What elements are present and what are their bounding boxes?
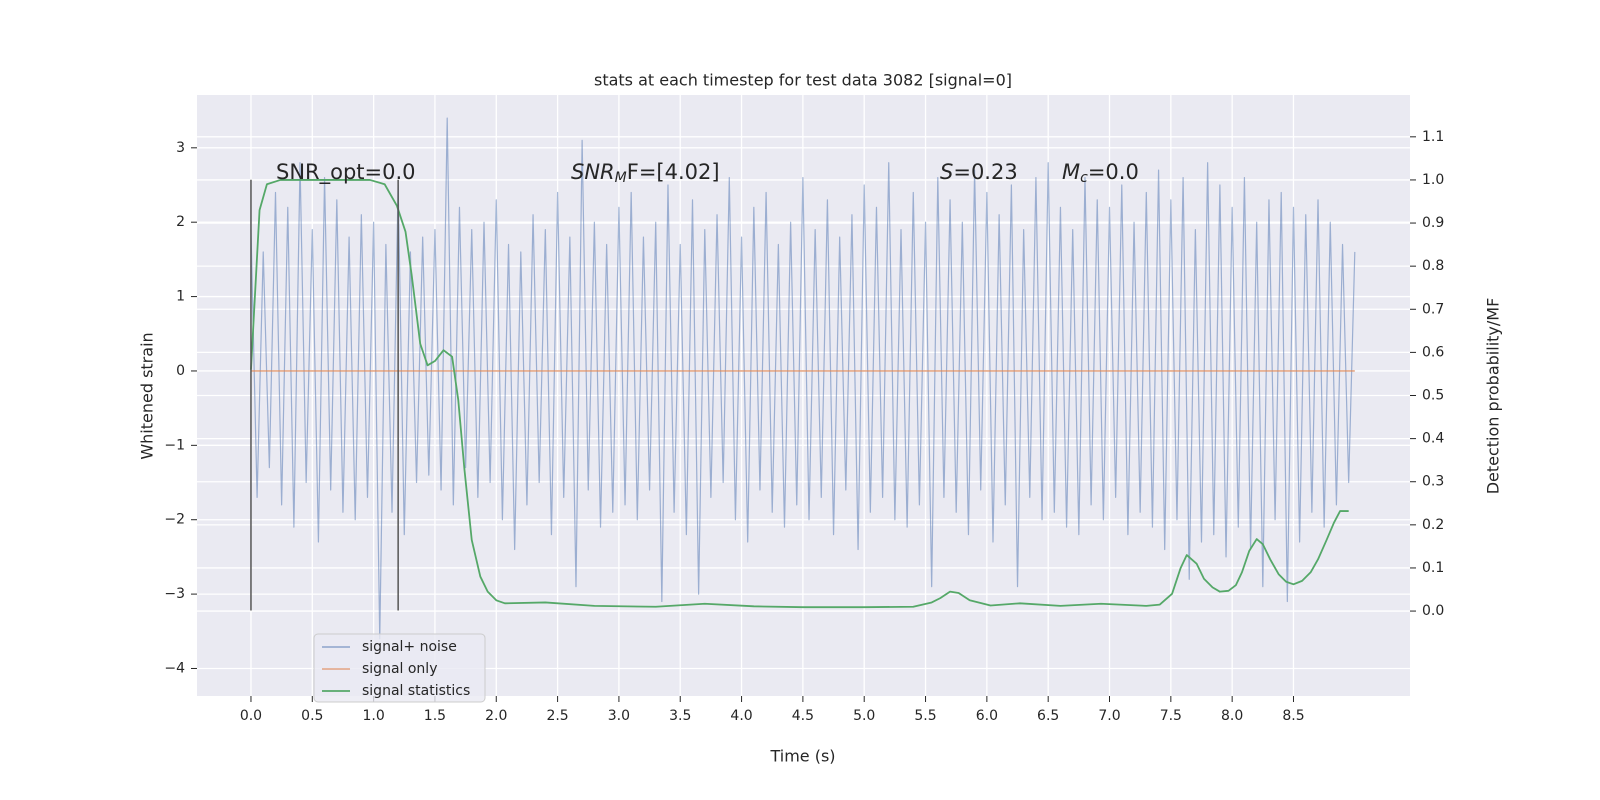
x-tick-label: 2.0 <box>485 708 507 724</box>
y2-tick-label: 0.2 <box>1422 517 1444 533</box>
x-tick-label: 6.5 <box>1037 708 1059 724</box>
y-tick-label: 1 <box>176 289 185 305</box>
y-tick-label: −3 <box>164 586 185 602</box>
y2-tick-label: 1.1 <box>1422 129 1444 145</box>
y2-tick-label: 0.8 <box>1422 258 1444 274</box>
x-tick-label: 5.5 <box>914 708 936 724</box>
annotation-part: =0.0 <box>1088 160 1139 184</box>
x-tick-label: 8.0 <box>1221 708 1243 724</box>
y2-tick-label: 0.0 <box>1422 603 1444 619</box>
y2-tick-label: 0.3 <box>1422 474 1444 490</box>
annotation-part: M <box>615 170 627 186</box>
series-line <box>250 117 1356 640</box>
y-axis-label: Whitened strain <box>138 332 157 459</box>
x-tick-label: 6.0 <box>976 708 998 724</box>
y2-tick-label: 0.1 <box>1422 560 1444 576</box>
y2-tick-label: 1.0 <box>1422 172 1444 188</box>
y-tick-label: −2 <box>164 512 185 528</box>
annotation-part: F=[4.02] <box>627 160 720 184</box>
annotation-part: SNR <box>571 160 615 184</box>
legend-label: signal only <box>362 661 437 677</box>
legend-box <box>313 633 486 703</box>
chart-title: stats at each timestep for test data 308… <box>594 71 1012 90</box>
annotation-part: c <box>1080 170 1088 186</box>
annotation: SNR_opt=0.0 <box>276 160 416 185</box>
x-tick-label: 4.0 <box>730 708 752 724</box>
x-axis-label: Time (s) <box>769 747 835 766</box>
annotation: SNRMF=[4.02] <box>571 160 720 186</box>
x-tick-label: 4.5 <box>792 708 814 724</box>
y-tick-label: 0 <box>176 363 185 379</box>
y2-tick-label: 0.7 <box>1422 301 1444 317</box>
x-tick-label: 3.5 <box>669 708 691 724</box>
x-tick-label: 1.0 <box>362 708 384 724</box>
y2-tick-label: 0.5 <box>1422 388 1444 404</box>
x-tick-label: 7.0 <box>1098 708 1120 724</box>
y-tick-label: 3 <box>176 140 185 156</box>
series-line <box>250 179 1349 609</box>
x-tick-label: 1.5 <box>424 708 446 724</box>
y2-tick-label: 0.6 <box>1422 344 1444 360</box>
y2-tick-label: 0.9 <box>1422 215 1444 231</box>
x-tick-label: 8.5 <box>1282 708 1304 724</box>
legend-label: signal+ noise <box>362 639 457 655</box>
y-tick-label: 2 <box>176 214 185 230</box>
x-tick-label: 0.5 <box>301 708 323 724</box>
annotation: Mc=0.0 <box>1062 160 1139 186</box>
x-tick-label: 7.5 <box>1160 708 1182 724</box>
x-tick-label: 3.0 <box>608 708 630 724</box>
y-tick-label: −4 <box>164 660 185 676</box>
annotation-part: =0.23 <box>953 160 1017 184</box>
x-tick-label: 0.0 <box>240 708 262 724</box>
annotation-part: S <box>940 160 953 184</box>
annotation-part: SNR_opt=0.0 <box>276 160 416 185</box>
annotation-part: M <box>1062 160 1080 184</box>
x-tick-label: 2.5 <box>546 708 568 724</box>
legend-label: signal statistics <box>362 683 470 699</box>
x-tick-label: 5.0 <box>853 708 875 724</box>
y2-tick-label: 0.4 <box>1422 431 1444 447</box>
annotation: S=0.23 <box>940 160 1018 184</box>
y2-axis-label: Detection probability/MF <box>1484 298 1503 495</box>
y-tick-label: −1 <box>164 437 185 453</box>
